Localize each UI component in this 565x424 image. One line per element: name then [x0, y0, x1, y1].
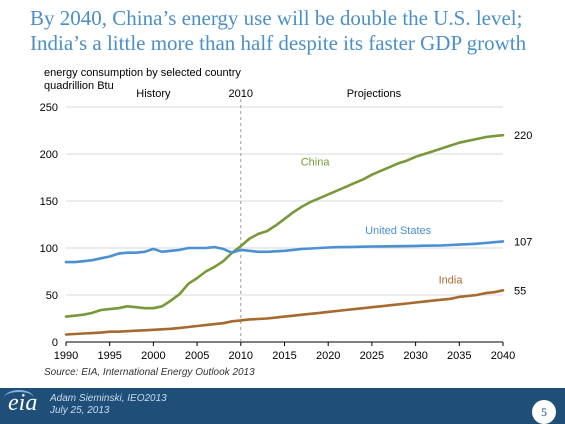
footer-bar: eia Adam Sieminski, IEO2013 July 25, 201… — [0, 388, 565, 424]
presenter-name: Adam Sieminski, IEO2013 — [50, 393, 167, 404]
divider-year-label: 2010 — [229, 88, 253, 100]
x-tick-label: 2020 — [316, 350, 340, 362]
series-line-china — [64, 133, 505, 318]
source-note: Source: EIA, International Energy Outloo… — [44, 367, 255, 378]
slide-title-line-2: India’s a little more than half despite … — [30, 31, 527, 55]
x-tick-label: 2000 — [141, 350, 165, 362]
x-tick-label: 2005 — [185, 350, 209, 362]
series-name-china: China — [301, 156, 331, 168]
footer-text: Adam Sieminski, IEO2013 July 25, 2013 — [50, 393, 167, 417]
x-tick-label: 2040 — [491, 350, 515, 362]
y-tick-label: 50 — [46, 290, 58, 302]
series-name-india: India — [439, 275, 464, 287]
y-tick-label: 250 — [40, 102, 58, 114]
end-value-label-china: 220 — [514, 130, 532, 142]
series-name-united-states: United States — [365, 225, 432, 237]
y-tick-label: 200 — [40, 149, 58, 161]
x-tick-label: 1990 — [54, 350, 78, 362]
slide-title-line-1: By 2040, China’s energy use will be doub… — [30, 6, 523, 30]
x-tick-label: 2010 — [229, 350, 253, 362]
y-tick-label: 100 — [40, 243, 58, 255]
axes: 0 50 100 150 200 250 1990 1995 2000 2005 2010 2015 2… — [40, 102, 516, 362]
x-tick-label: 2030 — [403, 350, 427, 362]
x-tick-label: 2025 — [360, 350, 384, 362]
end-value-label-india: 55 — [514, 285, 526, 297]
history-projection-divider: History 2010 Projections — [136, 88, 402, 342]
page-number: 5 — [532, 400, 556, 424]
eia-logo-arc-icon — [4, 390, 34, 406]
grid-lines — [66, 106, 503, 296]
x-tick-label: 2035 — [447, 350, 471, 362]
presentation-date: July 25, 2013 — [50, 405, 110, 416]
y-tick-label: 150 — [40, 196, 58, 208]
history-label: History — [136, 88, 171, 100]
series-line-united-states — [64, 240, 505, 264]
end-value-label-united-states: 107 — [514, 236, 532, 248]
chart-title: energy consumption by selected country — [44, 67, 241, 79]
chart-labels: China 220 United States 107 India 55 — [301, 130, 533, 297]
x-tick-label: 1995 — [97, 350, 121, 362]
projections-label: Projections — [347, 88, 402, 100]
y-axis-label: quadrillion Btu — [44, 80, 114, 92]
series-lines — [64, 133, 505, 336]
series-line-india — [64, 288, 505, 336]
slide-title: By 2040, China’s energy use will be doub… — [30, 6, 550, 56]
eia-logo: eia — [8, 390, 38, 416]
y-tick-label: 0 — [52, 337, 58, 349]
x-tick-label: 2015 — [272, 350, 296, 362]
